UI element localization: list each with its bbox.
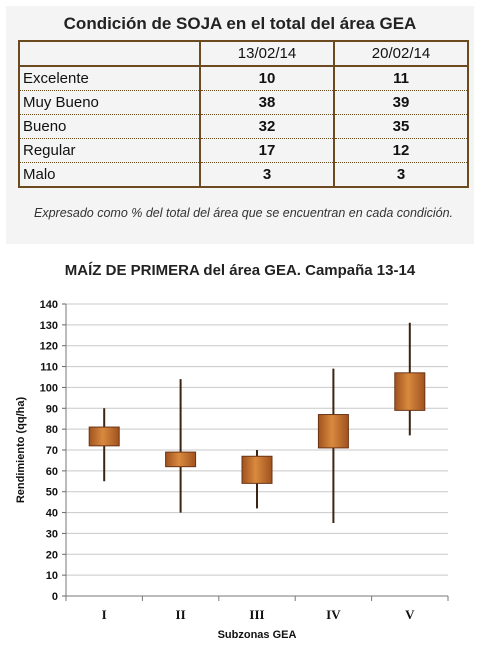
row-label: Excelente — [19, 66, 201, 91]
soja-table-panel: Condición de SOJA en el total del área G… — [6, 6, 474, 244]
y-tick-label: 110 — [40, 362, 58, 374]
y-axis-title: Rendimiento (qq/ha) — [15, 397, 27, 504]
box-V — [394, 372, 426, 411]
y-tick-label: 130 — [40, 320, 58, 332]
y-tick-label: 70 — [46, 445, 58, 457]
y-tick-label: 60 — [46, 466, 58, 478]
table-cell: 3 — [396, 166, 406, 183]
table-title: Condición de SOJA en el total del área G… — [63, 14, 417, 33]
table-cell: 39 — [334, 90, 468, 115]
row-label: Bueno — [19, 114, 201, 139]
y-tick-label: 0 — [52, 591, 58, 603]
box-I — [88, 426, 120, 447]
table-row: Regular 17 12 — [19, 138, 468, 163]
table-note: Expresado como % del total del área que … — [34, 206, 454, 220]
table-cell: 32 — [200, 114, 335, 139]
table-row: Excelente 10 11 — [19, 66, 468, 91]
y-tick-label: 100 — [40, 382, 58, 394]
table-cell: 10 — [200, 66, 335, 91]
y-tick-label: 90 — [46, 403, 58, 415]
table-cell: 11 — [334, 66, 468, 91]
column-header: 13/02/14 — [200, 41, 335, 67]
y-tick-label: 140 — [40, 299, 58, 311]
table-cell: 12 — [334, 138, 468, 163]
chart-marks — [88, 322, 426, 523]
row-label: Muy Bueno — [19, 90, 201, 115]
box-III — [241, 455, 273, 484]
soja-condition-table: 13/02/14 20/02/14 Excelente 10 11 Muy Bu… — [18, 40, 469, 188]
chart-title: MAÍZ DE PRIMERA del área GEA. Campaña 13… — [64, 262, 416, 279]
table-cell: 17 — [200, 138, 335, 163]
row-label: Regular — [19, 138, 201, 163]
y-tick-label: 30 — [46, 528, 58, 540]
x-tick-label: IV — [326, 607, 341, 622]
chart-grid — [66, 303, 448, 576]
x-tick-label: III — [249, 607, 264, 622]
y-tick-label: 20 — [46, 549, 58, 561]
table-cell: 3 — [200, 162, 335, 187]
table-row: Bueno 32 35 — [19, 114, 468, 139]
y-tick-label: 80 — [46, 424, 58, 436]
y-tick-label: 50 — [46, 487, 58, 499]
table-header-row: 13/02/14 20/02/14 — [19, 41, 468, 67]
y-tick-label: 10 — [46, 570, 58, 582]
x-tick-label: II — [176, 607, 186, 622]
x-tick-label: V — [405, 607, 415, 622]
column-header: 20/02/14 — [334, 41, 468, 67]
x-tick-label: I — [102, 607, 107, 622]
header-corner-cell — [19, 41, 201, 67]
table-cell: 38 — [200, 90, 335, 115]
x-axis-title: Subzonas GEA — [218, 629, 297, 641]
box-IV — [317, 414, 349, 449]
table-cell: 35 — [334, 114, 468, 139]
box-II — [165, 451, 197, 468]
table-row: Malo 3 3 — [19, 162, 468, 187]
table-row: Muy Bueno 38 39 — [19, 90, 468, 115]
row-label: Malo — [19, 162, 201, 187]
y-tick-label: 120 — [40, 341, 58, 353]
y-tick-label: 40 — [46, 508, 58, 520]
